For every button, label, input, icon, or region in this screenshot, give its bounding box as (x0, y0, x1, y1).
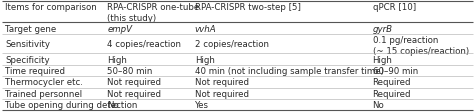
Text: vvhA: vvhA (195, 24, 217, 33)
Text: Not required: Not required (195, 89, 249, 98)
Text: qPCR [10]: qPCR [10] (373, 3, 416, 12)
Text: 4 copies/reaction: 4 copies/reaction (107, 40, 181, 49)
Text: Tube opening during detection: Tube opening during detection (5, 100, 137, 109)
Text: 40 min (not including sample transfer time): 40 min (not including sample transfer ti… (195, 66, 383, 75)
Text: 50–80 min: 50–80 min (107, 66, 153, 75)
Text: Not required: Not required (195, 78, 249, 87)
Text: empV: empV (107, 24, 132, 33)
Text: RPA-CRISPR one-tube
(this study): RPA-CRISPR one-tube (this study) (107, 3, 200, 23)
Text: No: No (373, 100, 384, 109)
Text: Target gene: Target gene (5, 24, 56, 33)
Text: High: High (107, 55, 127, 64)
Text: gyrB: gyrB (373, 24, 392, 33)
Text: High: High (373, 55, 392, 64)
Text: High: High (195, 55, 215, 64)
Text: Thermocycler etc.: Thermocycler etc. (5, 78, 83, 87)
Text: 60–90 min: 60–90 min (373, 66, 418, 75)
Text: No: No (107, 100, 119, 109)
Text: RPA-CRISPR two-step [5]: RPA-CRISPR two-step [5] (195, 3, 301, 12)
Text: Specificity: Specificity (5, 55, 50, 64)
Text: 2 copies/reaction: 2 copies/reaction (195, 40, 269, 49)
Text: Sensitivity: Sensitivity (5, 40, 50, 49)
Text: Yes: Yes (195, 100, 209, 109)
Text: Not required: Not required (107, 89, 161, 98)
Text: 0.1 pg/reaction
(~ 15 copies/reaction): 0.1 pg/reaction (~ 15 copies/reaction) (373, 36, 469, 55)
Text: Required: Required (373, 78, 411, 87)
Text: Time required: Time required (5, 66, 65, 75)
Text: Trained personnel: Trained personnel (5, 89, 82, 98)
Text: Items for comparison: Items for comparison (5, 3, 97, 12)
Text: Required: Required (373, 89, 411, 98)
Text: Not required: Not required (107, 78, 161, 87)
